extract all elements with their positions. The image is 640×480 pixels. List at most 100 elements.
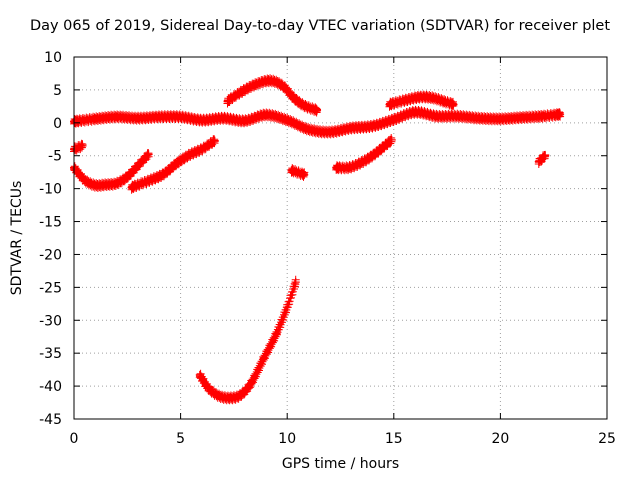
data-point [428,93,437,102]
y-tick-label: 5 [53,83,62,99]
data-point [78,141,87,150]
data-point [385,100,394,109]
data-point [214,391,223,400]
grid-layer [74,57,607,419]
data-point [541,151,550,160]
data-point [440,97,449,106]
data-point [197,145,206,154]
tick-labels: 0 5 10 15 20 25 10 5 0 -5 -10 -15 -20 -25 -30 -35 -40 -45 [39,50,616,447]
data-point [155,112,164,121]
data-point [101,180,110,189]
data-point [389,115,398,124]
data-point [219,114,228,123]
series-markers [195,275,300,405]
chart-title: Day 065 of 2019, Sidereal Day-to-day VTE… [29,18,611,34]
data-point [357,158,366,167]
data-point [204,384,213,393]
data-point [291,278,300,287]
data-point [400,96,409,105]
plot-frame [73,56,608,420]
x-tick-label: 20 [491,431,509,447]
x-tick-label: 25 [598,431,616,447]
data-point [432,112,441,121]
data-point [225,393,234,402]
series-markers [332,134,396,175]
data-point [368,122,377,131]
data-point [300,101,309,110]
data-point [453,112,462,121]
y-tick-label: -20 [39,247,62,263]
series-markers [287,164,309,181]
y-tick-label: -10 [39,182,62,198]
x-tick-label: 0 [70,431,79,447]
data-point [517,113,526,122]
data-point [133,114,142,123]
data-point [368,151,377,160]
data-point [251,80,260,89]
data-point [304,125,313,134]
data-point [246,379,255,388]
data-point [475,114,484,123]
data-point [112,179,121,188]
data-point [176,112,185,121]
y-tick-label: -15 [39,215,62,231]
data-point [325,128,334,137]
data-point [195,370,204,379]
data-point [123,172,132,181]
data-point [278,81,287,90]
y-tick-label: -40 [39,379,62,395]
y-tick-label: 10 [44,50,62,66]
series-arc-deep [195,275,300,405]
x-tick-label: 5 [176,431,185,447]
data-point [539,112,548,121]
data-point [144,176,153,185]
y-tick-label: -30 [39,313,62,329]
plot-border [73,56,608,420]
data-point [91,114,100,123]
data-point [236,88,245,97]
series-arc-upper-hump [223,74,322,117]
data-point [197,116,206,125]
data-point [240,116,249,125]
data-point [144,150,153,159]
data-point [259,354,268,363]
data-point [185,151,194,160]
series-arc-lower-center [332,134,396,175]
data-point [112,112,121,121]
series-markers [534,150,550,168]
data-point [496,114,505,123]
y-tick-label: -35 [39,346,62,362]
data-point [133,161,142,170]
data-point [80,176,89,185]
data-point [283,303,292,312]
data-point [347,124,356,133]
data-point [172,159,181,168]
data-point [345,163,354,172]
y-tick-label: -5 [48,149,62,165]
data-point [159,170,168,179]
data-point [210,136,219,145]
data-point [379,143,388,152]
data-point [91,181,100,190]
series-markers [70,139,87,156]
data-point [272,329,281,338]
data-point [283,116,292,125]
data-point [313,106,322,115]
data-point [287,166,296,175]
x-tick-label: 15 [385,431,403,447]
series-arc-upper-right [385,90,458,111]
data-point [289,93,298,102]
series-arc-lower-mid [127,135,219,194]
data-point [261,110,270,119]
data-point [300,170,309,179]
x-tick-label: 10 [278,431,296,447]
data-point [223,97,232,106]
series-arc-left-short [70,139,87,156]
data-point [449,100,458,109]
data-point [556,110,565,119]
y-axis-label: SDTVAR / TECUs [9,180,25,296]
series-arc-small-10h [287,164,309,181]
y-tick-label: 0 [53,116,62,132]
data-point [534,157,543,166]
